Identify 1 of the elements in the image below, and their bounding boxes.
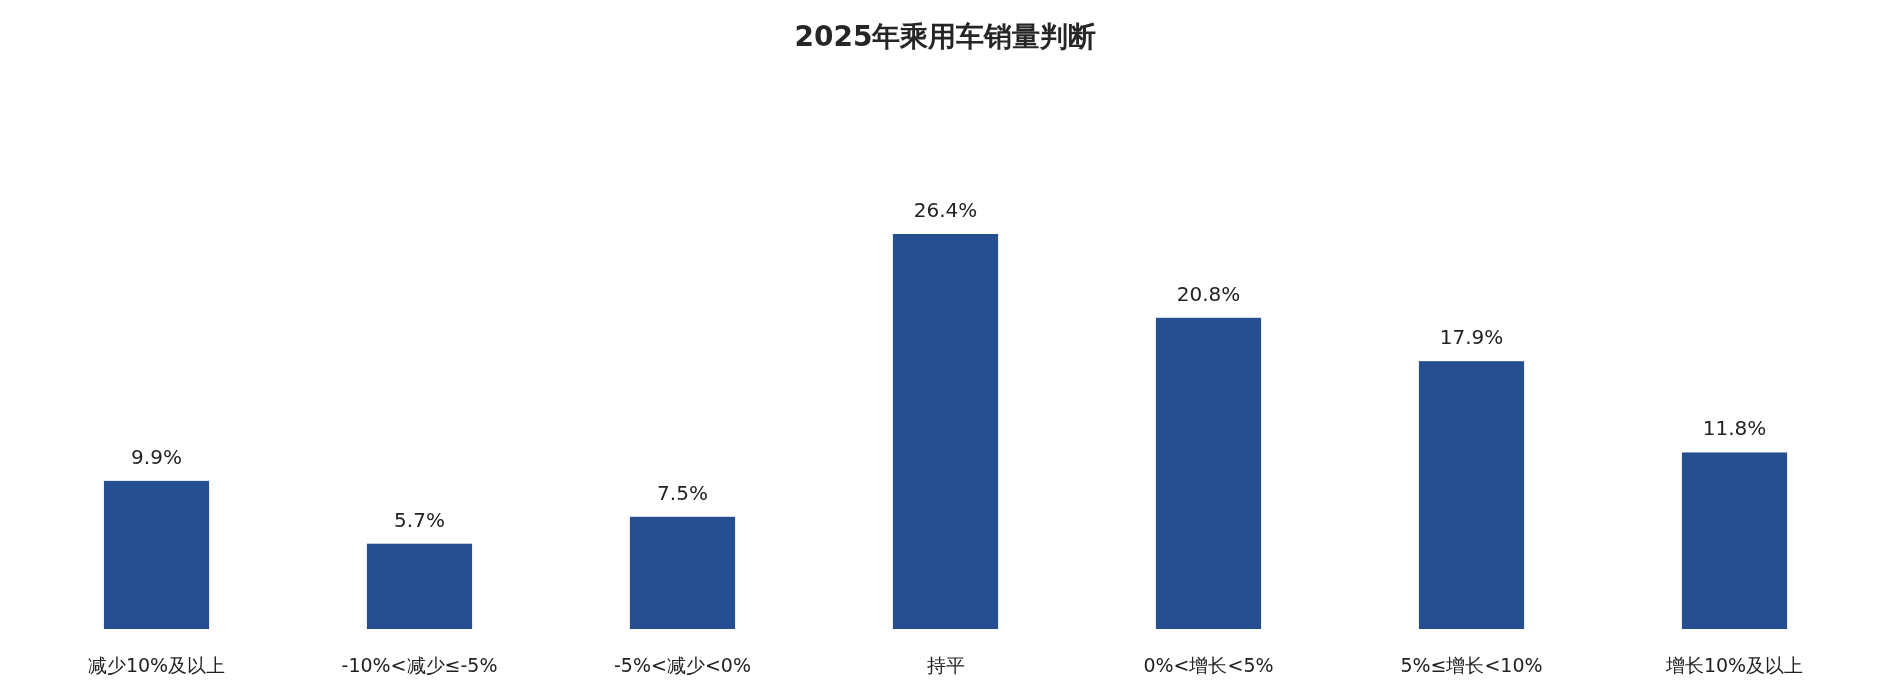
title: 2025年乘用车销量判断	[794, 20, 1097, 53]
